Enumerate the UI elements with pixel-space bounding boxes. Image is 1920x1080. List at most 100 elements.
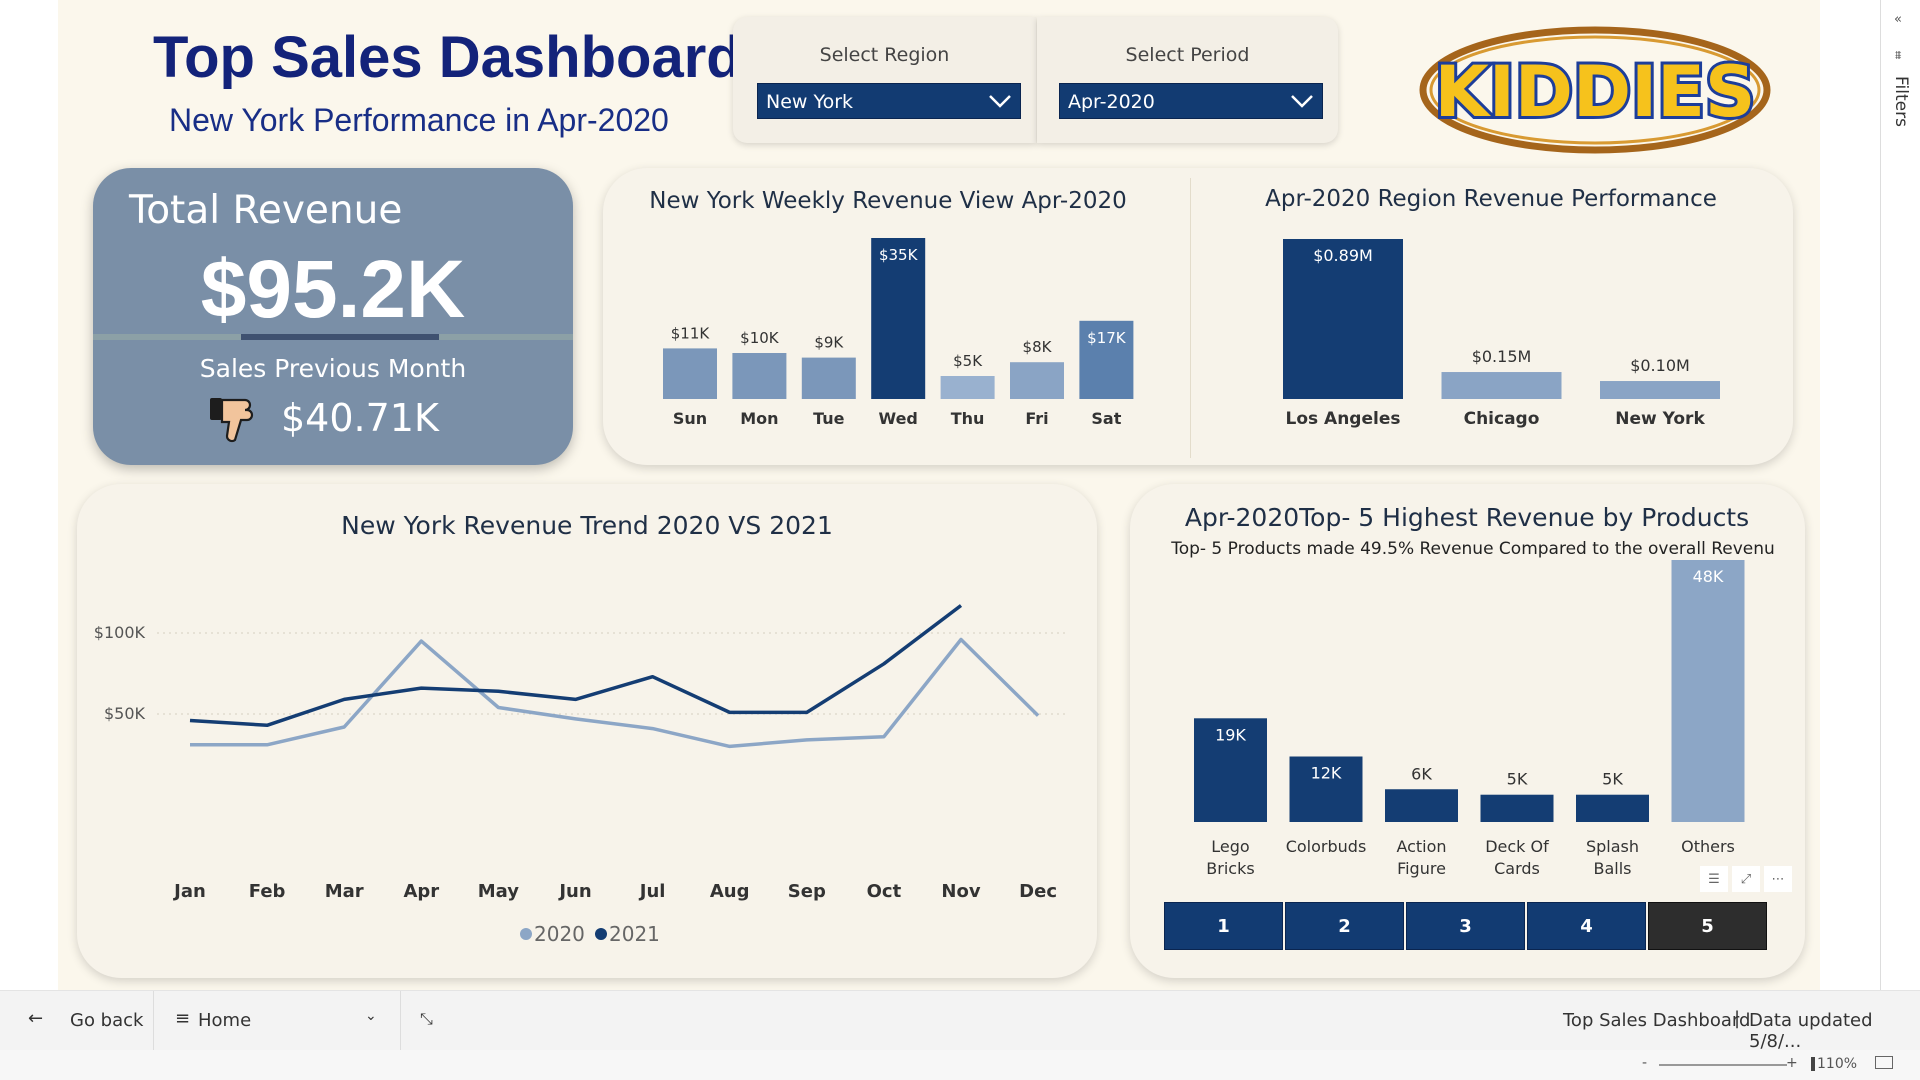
filter-icon[interactable]: ☰ xyxy=(1700,866,1728,892)
top-n-button-4[interactable]: 4 xyxy=(1527,902,1646,950)
top-n-button-5[interactable]: 5 xyxy=(1648,902,1767,950)
bar[interactable] xyxy=(801,357,856,399)
x-tick-label: Jan xyxy=(172,881,206,902)
zoom-slider-thumb[interactable] xyxy=(1810,1057,1815,1071)
go-back-button[interactable]: Go back xyxy=(70,1010,144,1031)
region-chart-title: Apr-2020 Region Revenue Performance xyxy=(1265,186,1717,212)
bar[interactable] xyxy=(1079,320,1134,399)
collapse-pane-icon[interactable]: « xyxy=(1894,12,1902,27)
page-selector[interactable]: Home xyxy=(198,1010,252,1031)
data-label: $0.15M xyxy=(1472,347,1532,366)
x-tick-label: Oct xyxy=(867,881,902,902)
trend-chart-title: New York Revenue Trend 2020 VS 2021 xyxy=(341,511,833,540)
x-tick-label: New York xyxy=(1615,409,1705,429)
logo-text: KIDDIES xyxy=(1435,51,1756,133)
kpi-label: Total Revenue xyxy=(129,188,403,233)
x-tick-label: Sat xyxy=(1091,409,1121,428)
data-label: $0.10M xyxy=(1630,356,1690,375)
page-subtitle: New York Performance in Apr-2020 xyxy=(169,102,669,138)
top-chart-title: Apr-2020Top- 5 Highest Revenue by Produc… xyxy=(1185,503,1749,532)
data-label: $5K xyxy=(953,352,983,370)
page-list-icon: ≡ xyxy=(175,1008,191,1029)
bar[interactable] xyxy=(940,376,995,399)
legend-label: 2021 xyxy=(609,922,660,946)
status-bar: - + 110% xyxy=(0,1050,1920,1080)
chevron-down-icon xyxy=(1291,95,1313,108)
x-tick-label: Feb xyxy=(249,881,286,902)
zoom-slider[interactable] xyxy=(1659,1064,1787,1066)
separator: | xyxy=(1734,1008,1741,1029)
x-tick-label: Mar xyxy=(325,881,364,902)
bar[interactable] xyxy=(1010,362,1064,399)
period-slicer-label: Select Period xyxy=(1125,44,1250,66)
top-n-button-2[interactable]: 2 xyxy=(1285,902,1404,950)
exit-full-screen-icon[interactable]: ⤡ xyxy=(420,1009,433,1028)
x-tick-label: Dec xyxy=(1019,881,1057,902)
divider xyxy=(153,991,154,1051)
region-slicer-label: Select Region xyxy=(819,44,950,66)
bar[interactable] xyxy=(1600,381,1720,399)
period-dropdown-value: Apr-2020 xyxy=(1068,91,1155,113)
bar[interactable] xyxy=(1576,794,1649,822)
kpi-previous-label: Sales Previous Month xyxy=(199,354,467,383)
region-dropdown[interactable]: New York xyxy=(757,83,1021,119)
more-options-icon[interactable]: ⋯ xyxy=(1764,866,1792,892)
total-revenue-card: Total Revenue $95.2K Sales Previous Mont… xyxy=(93,168,573,465)
trend-card xyxy=(77,484,1097,978)
bar[interactable] xyxy=(1441,372,1562,399)
region-dropdown-value: New York xyxy=(766,91,854,113)
x-tick-label: Action xyxy=(1396,837,1446,856)
bar[interactable] xyxy=(732,353,787,399)
x-tick-label: Wed xyxy=(879,409,918,428)
data-label: $10K xyxy=(740,329,780,347)
filter-pane-icon[interactable]: ⩩ xyxy=(1895,48,1902,62)
period-dropdown[interactable]: Apr-2020 xyxy=(1059,83,1323,119)
visual-header-icons: ☰ ⤢ ⋯ xyxy=(1700,866,1792,892)
trend-chart: New York Revenue Trend 2020 VS 2021 $50K… xyxy=(94,511,1067,946)
chevron-down-icon xyxy=(989,95,1011,108)
data-label: $17K xyxy=(1087,329,1127,347)
y-tick-label: $50K xyxy=(104,704,146,723)
x-tick-label: Sep xyxy=(788,881,826,902)
x-tick-label: Apr xyxy=(403,881,439,902)
zoom-level: 110% xyxy=(1817,1056,1858,1072)
top-n-button-3[interactable]: 3 xyxy=(1406,902,1525,950)
x-tick-label: Los Angeles xyxy=(1286,409,1401,429)
x-tick-label: Jun xyxy=(557,881,591,902)
kpi-value: $95.2K xyxy=(200,244,466,335)
focus-mode-icon[interactable]: ⤢ xyxy=(1732,866,1760,892)
bar[interactable] xyxy=(1480,794,1554,822)
bar[interactable] xyxy=(871,238,926,399)
bar[interactable] xyxy=(1671,560,1745,822)
series-line-2021[interactable] xyxy=(189,604,963,728)
x-tick-label: Jul xyxy=(638,881,666,902)
fit-to-page-icon[interactable] xyxy=(1875,1056,1893,1069)
zoom-in-button[interactable]: + xyxy=(1786,1055,1798,1071)
legend-marker xyxy=(595,928,607,940)
bar[interactable] xyxy=(663,348,717,399)
bar[interactable] xyxy=(1283,239,1403,399)
legend-label: 2020 xyxy=(534,922,585,946)
x-tick-label: Others xyxy=(1681,837,1735,856)
x-tick-label: Tue xyxy=(813,409,845,428)
data-label: 5K xyxy=(1602,770,1623,789)
weekly-chart-title: New York Weekly Revenue View Apr-2020 xyxy=(649,188,1126,214)
back-arrow-icon[interactable]: ← xyxy=(28,1008,44,1029)
x-tick-label: Lego xyxy=(1211,837,1249,856)
series-line-2020[interactable] xyxy=(190,637,1040,749)
x-tick-label: Splash xyxy=(1586,837,1639,856)
filters-label[interactable]: Filters xyxy=(1891,76,1911,127)
card-divider xyxy=(1190,178,1191,458)
x-tick-label: Nov xyxy=(941,881,980,902)
zoom-out-button[interactable]: - xyxy=(1642,1055,1648,1071)
period-slicer: Select Period Apr-2020 xyxy=(1037,17,1338,143)
bar[interactable] xyxy=(1194,718,1267,822)
top-products-chart: Apr-2020Top- 5 Highest Revenue by Produc… xyxy=(1170,503,1775,878)
data-label: 19K xyxy=(1215,725,1246,744)
top-n-button-1[interactable]: 1 xyxy=(1164,902,1283,950)
data-label: 6K xyxy=(1411,764,1432,783)
chevron-down-icon[interactable]: ⌄ xyxy=(365,1008,377,1024)
y-tick-label: $100K xyxy=(94,623,146,642)
bar[interactable] xyxy=(1385,789,1458,822)
bar[interactable] xyxy=(1289,756,1363,823)
